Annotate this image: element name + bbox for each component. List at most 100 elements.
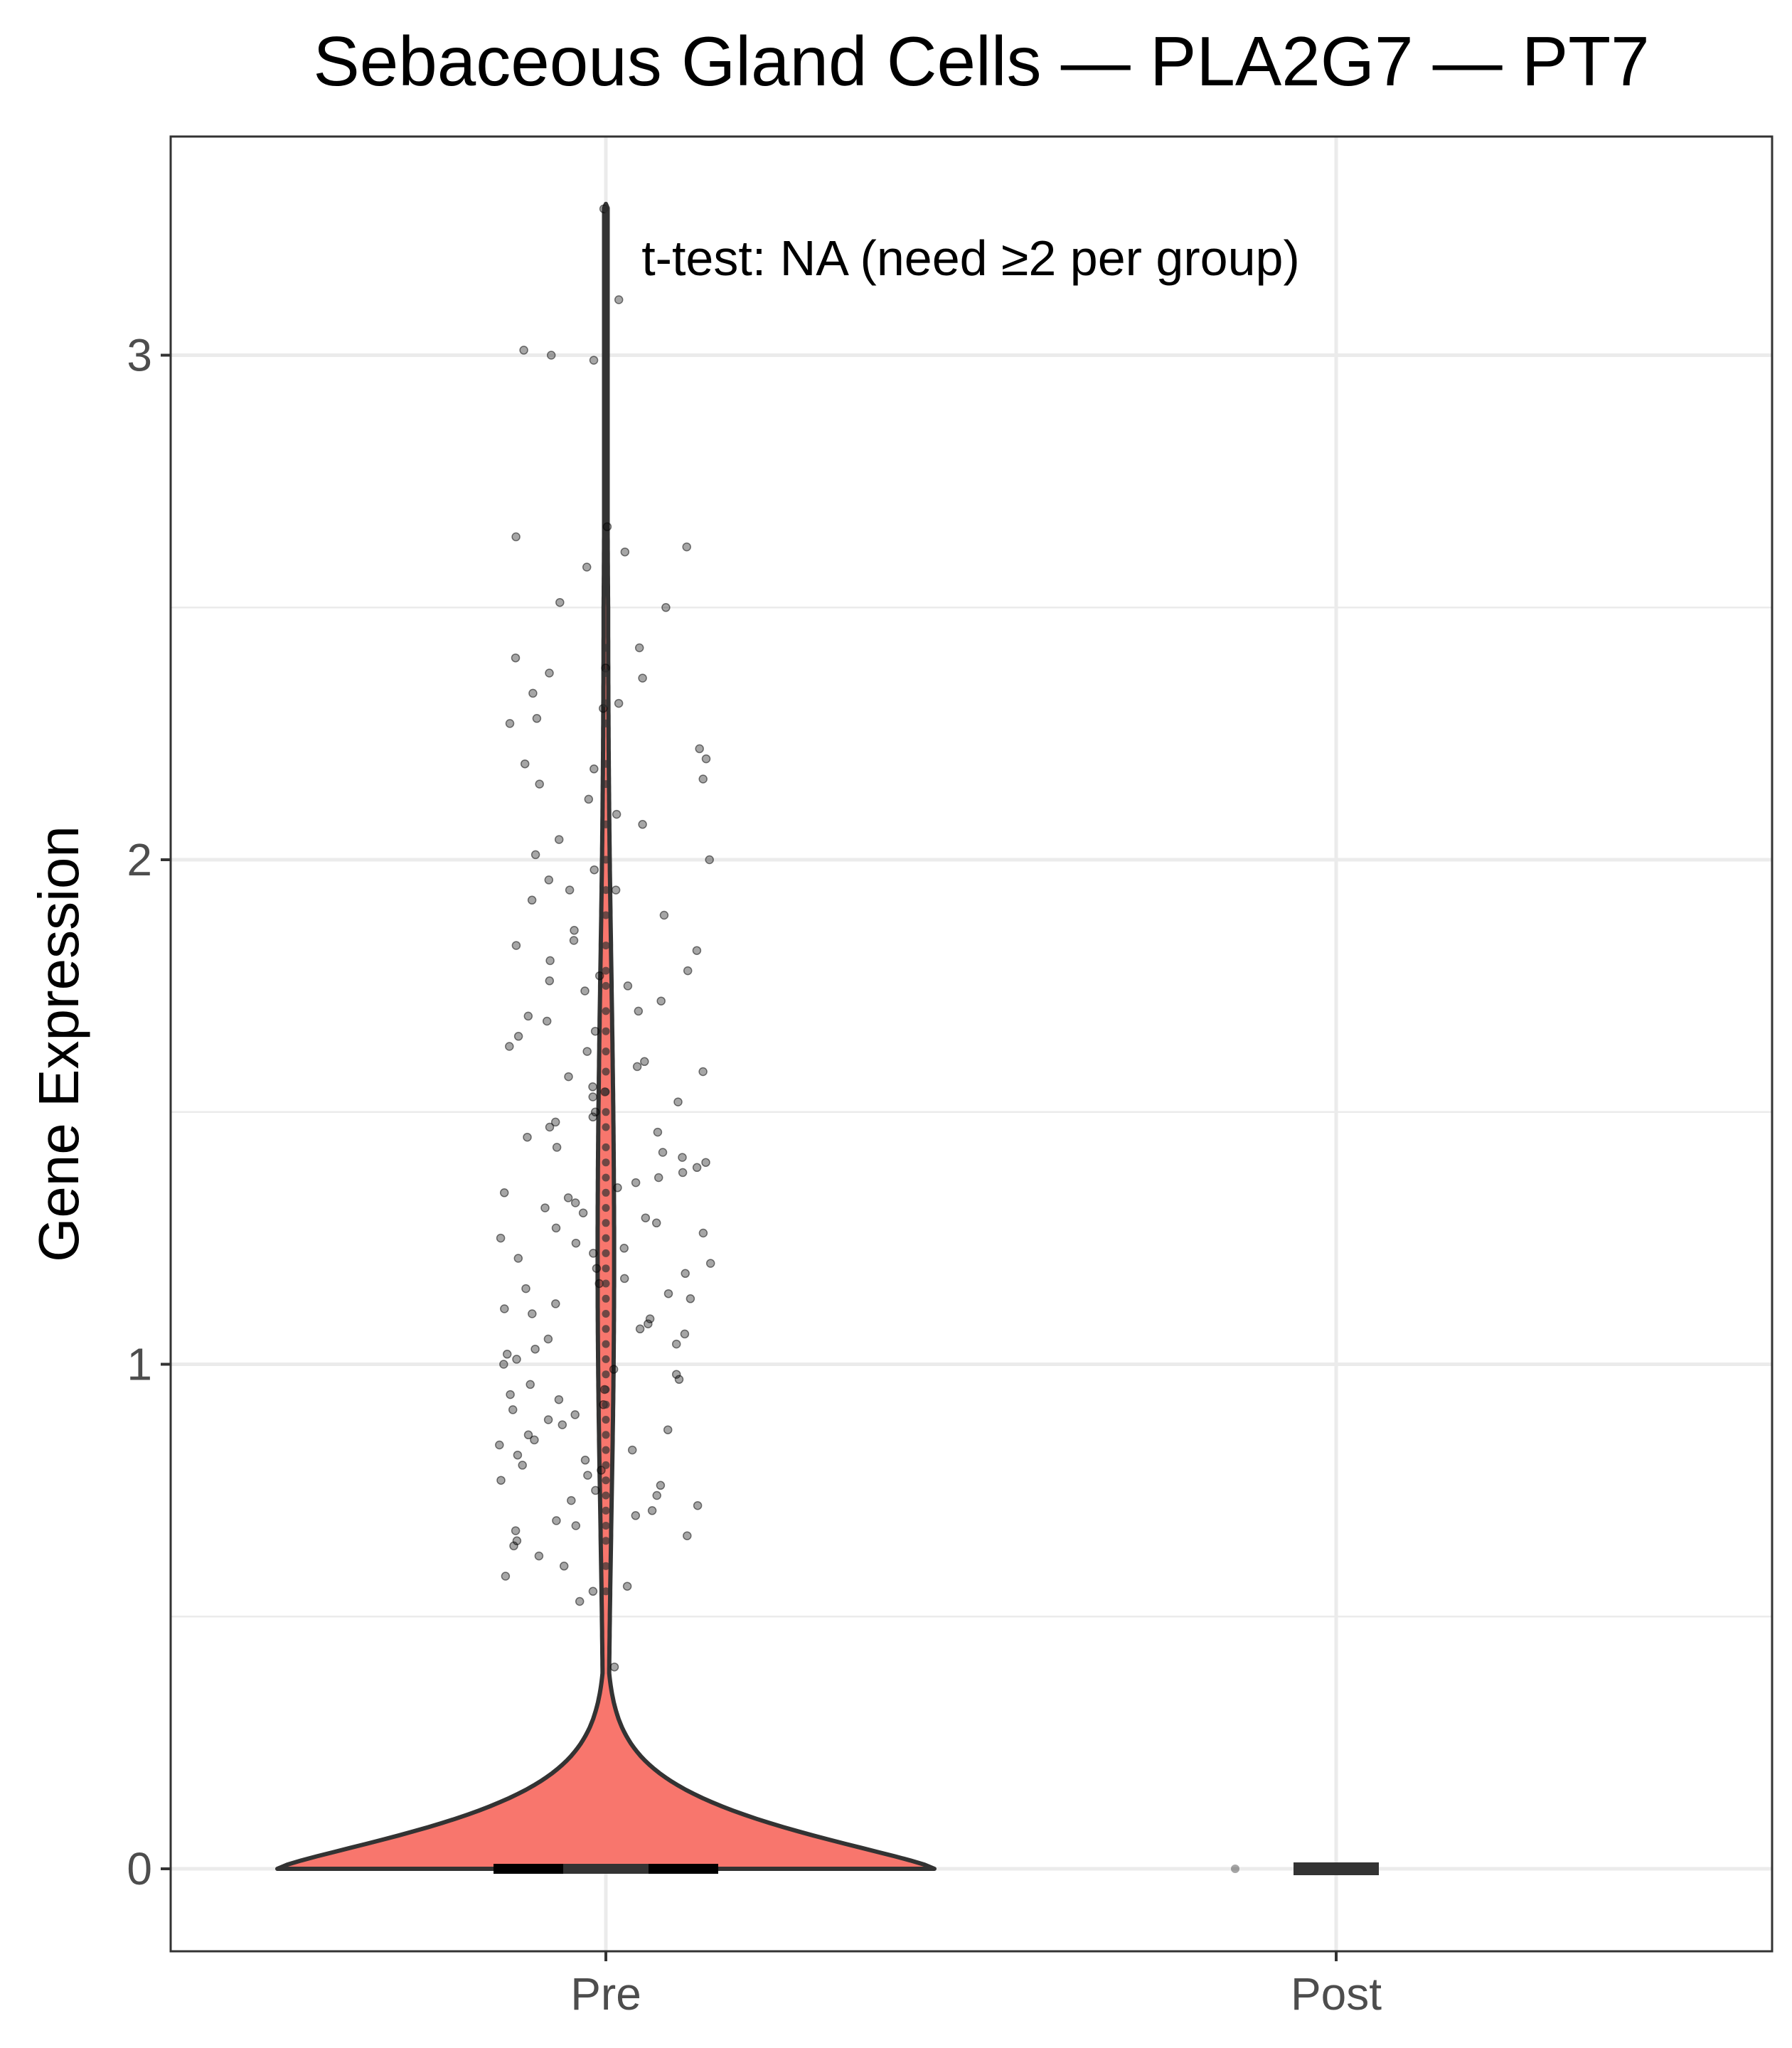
data-point-pre (627, 1445, 637, 1455)
data-point-pre (523, 1011, 533, 1021)
data-point-pre (542, 1016, 552, 1026)
data-point-pre-center (602, 1431, 610, 1439)
data-point-pre (564, 1072, 573, 1082)
data-point-pre-center (602, 1310, 610, 1318)
data-point-pre-center (602, 1047, 610, 1056)
data-point-pre (513, 1254, 523, 1263)
data-point-pre (705, 1259, 715, 1268)
data-point-pre (511, 1526, 521, 1535)
data-point-pre (578, 1208, 588, 1217)
data-point-pre (521, 1284, 530, 1294)
data-point-pre-center (602, 205, 610, 213)
data-point-pre (550, 1117, 560, 1127)
data-point-pre (602, 522, 612, 531)
data-point-pre (683, 1531, 692, 1540)
data-point-pre (509, 1541, 518, 1551)
data-point-pre-center (602, 780, 610, 789)
data-point-pre (546, 351, 556, 360)
data-point-pre-center (602, 1446, 610, 1454)
data-point-pre (592, 1264, 602, 1273)
data-point-pre (545, 956, 555, 966)
data-point-pre (632, 1062, 642, 1072)
x-tick-label: Post (1291, 1968, 1382, 2020)
data-point-pre (545, 668, 554, 678)
data-point-pre (534, 1551, 544, 1561)
data-point-pre (681, 1269, 690, 1279)
data-point-pre (582, 1047, 592, 1056)
data-point-pre-center (602, 1340, 610, 1348)
data-point-pre (499, 1188, 509, 1198)
data-point-pre (619, 1274, 629, 1284)
data-point-pre-center (602, 1325, 610, 1333)
data-point-pre-center (602, 1279, 610, 1288)
data-point-pre (644, 1319, 653, 1328)
data-point-pre (695, 744, 704, 754)
data-point-pre (526, 1380, 535, 1390)
data-point-pre (597, 1466, 606, 1475)
data-point-pre (580, 986, 590, 996)
data-point-pre (619, 1244, 629, 1253)
data-point-pre-center (602, 911, 610, 919)
data-point-pre-center (602, 966, 610, 975)
data-point-pre (518, 1461, 527, 1470)
data-point-pre (530, 1435, 539, 1445)
data-point-pre (523, 1132, 532, 1142)
violins (275, 201, 1379, 1875)
data-point-pre (496, 1233, 506, 1243)
data-point-pre (623, 981, 633, 991)
data-point-pre-center (602, 1355, 610, 1363)
data-point-pre (512, 1355, 521, 1364)
data-point-pre (544, 875, 554, 885)
data-point-pre (505, 719, 515, 728)
data-point-pre (634, 643, 644, 653)
data-point-pre (523, 1430, 533, 1440)
data-point-pre (654, 1173, 663, 1183)
data-point-pre-center (602, 719, 610, 727)
data-point-pre (692, 1163, 702, 1173)
data-point-pre (692, 946, 702, 955)
data-point-pre (673, 1097, 683, 1106)
data-point-pre (589, 1249, 598, 1258)
data-point-pre (588, 1586, 598, 1596)
data-point-pre (567, 1495, 576, 1505)
data-point-pre (612, 809, 622, 819)
data-point-pre-center (602, 1143, 610, 1151)
data-point-pre (640, 1057, 649, 1067)
x-tick-label: Pre (570, 1968, 641, 2020)
data-point-pre (635, 1324, 645, 1334)
data-point-pre (631, 1178, 641, 1188)
data-point-pre (591, 1486, 600, 1495)
data-point-pre (647, 1506, 657, 1515)
data-point-pre (659, 910, 669, 920)
data-point-pre-center (602, 981, 610, 990)
data-point-pre-center (602, 1562, 610, 1570)
data-point-pre (558, 1420, 567, 1429)
data-point-pre-center (602, 1123, 610, 1131)
data-point-pre (698, 774, 708, 784)
data-point-pre (545, 1122, 555, 1132)
y-tick-label: 0 (127, 1843, 152, 1894)
data-point-pre (512, 1536, 522, 1546)
data-point-pre (519, 346, 528, 355)
data-point-pre (505, 1042, 514, 1051)
data-point-pre (570, 1410, 580, 1419)
data-point-pre-center (602, 669, 610, 677)
data-point-pre (551, 1223, 561, 1233)
data-point-pre-center (602, 1087, 610, 1096)
data-point-pre (530, 1344, 540, 1354)
data-point-pre (631, 1511, 641, 1520)
data-point-pre-center (602, 942, 610, 950)
data-point-pre (500, 1304, 509, 1313)
data-point-pre-center (602, 1264, 610, 1273)
data-point-pre (651, 1218, 661, 1228)
data-point-pre (554, 1394, 564, 1404)
data-point-pre (701, 1158, 710, 1167)
data-point-pre (528, 688, 538, 698)
data-point-pre-center (602, 1219, 610, 1227)
data-point-pre (590, 1026, 600, 1036)
data-point-pre-center (602, 1027, 610, 1035)
data-point-pre-center (602, 1476, 610, 1485)
data-point-pre (511, 653, 521, 663)
data-point-pre (613, 1183, 622, 1193)
